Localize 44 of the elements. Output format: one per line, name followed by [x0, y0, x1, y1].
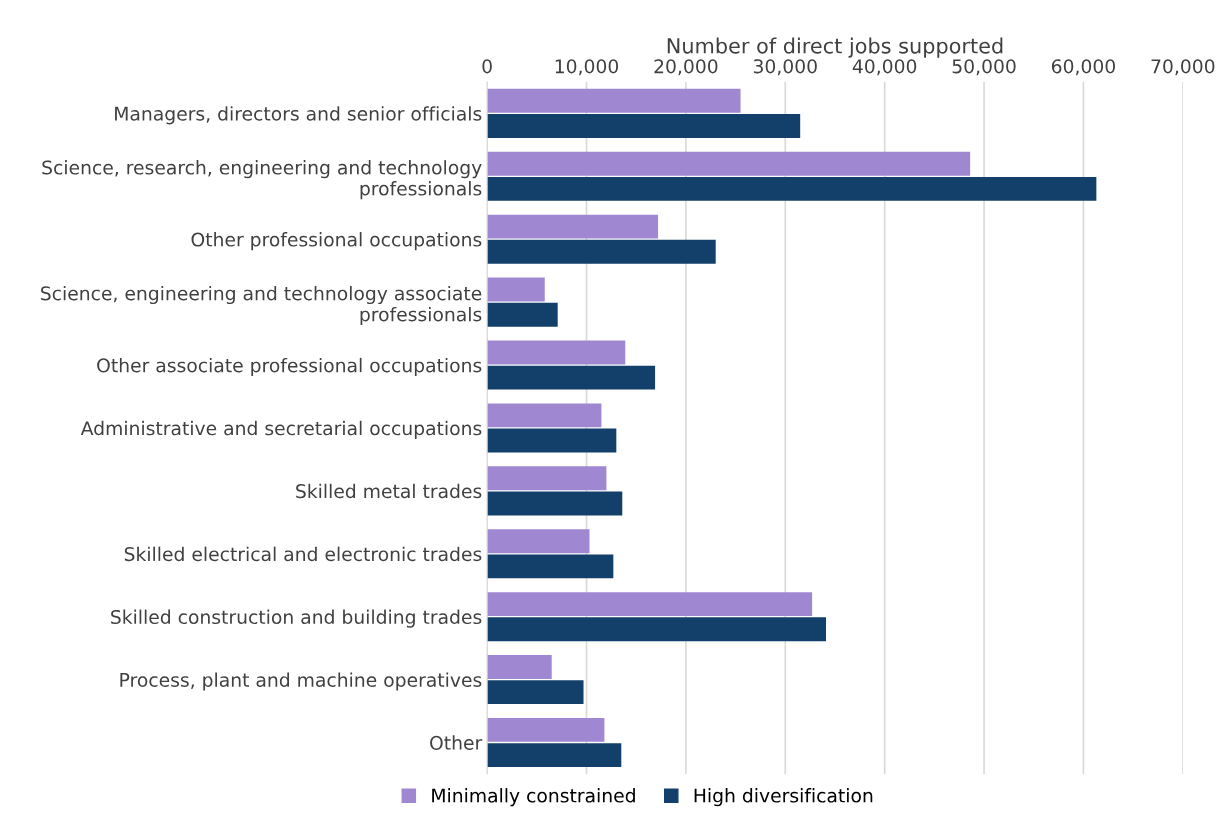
bar: [487, 113, 801, 138]
bar: [487, 491, 623, 516]
bar: [487, 151, 971, 176]
x-tick-label: 60,000: [1051, 59, 1115, 76]
y-tick-label: Managers, directors and senior officials: [115, 106, 482, 125]
bar: [487, 239, 716, 264]
y-tick-label: Skilled electrical and electronic trades: [124, 546, 482, 562]
bar: [487, 554, 614, 579]
x-tick-label: 0: [482, 59, 492, 74]
y-tick-label: Other professional occupations: [191, 232, 482, 251]
bar: [487, 428, 617, 453]
y-tick-label: Administrative and secretarial occupations: [80, 420, 482, 439]
bar: [487, 680, 584, 705]
y-tick-label: Science, engineering and technology associate professionals: [41, 285, 482, 326]
y-tick-label: Other: [430, 735, 483, 750]
x-tick-label: 70,000: [1151, 59, 1215, 76]
bar: [487, 176, 1097, 201]
x-tick-label: 20,000: [654, 59, 718, 76]
x-tick-label: 50,000: [952, 59, 1016, 76]
bar: [487, 655, 552, 679]
bar: [487, 302, 558, 327]
bar: [487, 88, 741, 113]
legend-label: Minimally constrained: [432, 788, 635, 807]
x-axis-title: Number of direct jobs supported: [667, 37, 1003, 58]
y-tick-label: Skilled construction and building trades: [111, 609, 482, 628]
bar: [487, 214, 659, 239]
bar: [487, 277, 545, 302]
bar: [487, 592, 813, 617]
y-tick-label: Other associate professional occupations: [97, 357, 482, 377]
bar: [487, 365, 656, 390]
x-tick-label: 10,000: [555, 59, 619, 76]
bar: [487, 403, 602, 428]
x-tick-label: 30,000: [753, 59, 817, 76]
y-tick-label: Process, plant and machine operatives: [120, 672, 482, 691]
y-tick-label: Skilled metal trades: [296, 483, 482, 499]
x-tick-label: 40,000: [852, 59, 917, 76]
bar: [487, 466, 607, 491]
bar: [487, 743, 622, 768]
bar: [487, 340, 626, 365]
bar: [487, 529, 590, 554]
y-tick-label: Science, research, engineering and technology professionals: [42, 160, 482, 200]
bar: [487, 717, 605, 742]
legend-label: High diversification: [694, 788, 873, 807]
bar: [487, 617, 827, 642]
